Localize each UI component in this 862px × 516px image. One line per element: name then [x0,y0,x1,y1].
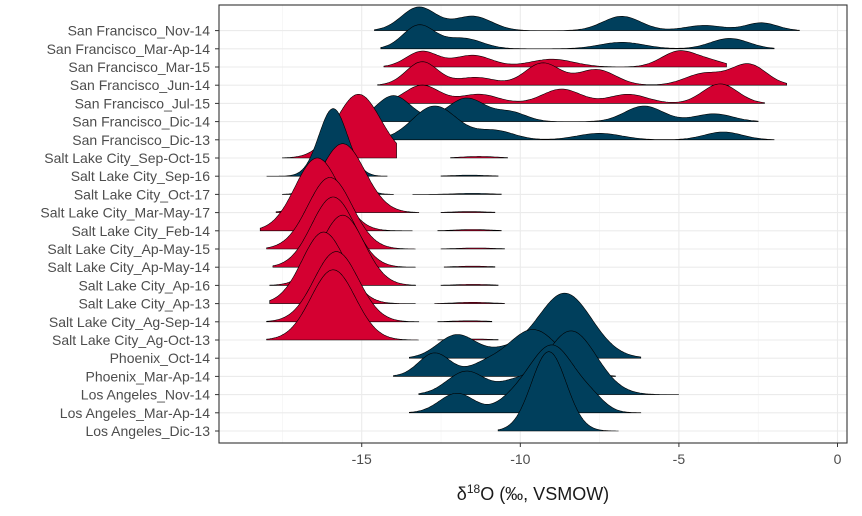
x-tick-label: 0 [834,451,842,467]
y-tick-label: San Francisco_Mar-15 [68,59,210,75]
y-tick-label: Salt Lake City_Sep-Oct-15 [44,150,210,166]
ridge-density [374,6,800,31]
panel-border [218,4,848,444]
y-tick-label: Salt Lake City_Ap-13 [78,296,210,312]
x-ticks: -15 -10 -5 0 [352,443,842,467]
ridge-tail [434,302,505,304]
ridge-tail [440,211,496,213]
y-tick-label: Salt Lake City_Ap-May-14 [47,259,210,275]
ridge-tail [440,284,499,286]
ridge-density [497,351,619,432]
y-tick-label: San Francisco_Nov-14 [68,23,211,39]
ridge-density [266,269,419,341]
y-tick-label: Salt Lake City_Ag-Oct-13 [52,332,210,348]
y-tick-label: San Francisco_Dic-13 [72,132,210,148]
y-tick-label: Phoenix_Mar-Ap-14 [85,368,210,384]
y-tick-label: Salt Lake City_Mar-May-17 [40,205,210,221]
y-tick-label: Los Angeles_Nov-14 [81,387,210,403]
ridge-tail [450,156,508,159]
x-tick-label: -15 [352,451,372,467]
y-tick-label: San Francisco_Dic-14 [72,114,210,130]
ridge-density [409,344,642,414]
x-tick-label: -10 [510,451,530,467]
ridge-density [383,105,775,141]
ridge-density [386,83,765,104]
y-tick-label: Salt Lake City_Ap-May-15 [47,241,210,257]
y-tick-label: Salt Lake City_Ag-Sep-14 [49,314,210,330]
y-tick-label: Los Angeles_Mar-Ap-14 [60,405,210,421]
y-tick-labels: San Francisco_Nov-14 San Francisco_Mar-Ap… [40,23,219,439]
x-axis-title: δ18O (‰, VSMOW) [457,482,609,504]
ridge-tail [440,174,499,177]
ridge-density [383,50,727,68]
ridge-tail [443,265,496,268]
ridge-tail [412,193,502,195]
y-tick-label: Salt Lake City_Oct-17 [74,186,210,202]
y-tick-label: Los Angeles_Dic-13 [85,423,210,439]
ridge-tail [440,247,505,250]
y-tick-label: Salt Lake City_Feb-14 [71,223,210,239]
y-tick-label: Salt Lake City_Sep-16 [71,168,211,184]
ridge-tail [437,320,493,323]
y-tick-label: Salt Lake City_Ap-16 [78,277,210,293]
ridge-tail [437,229,502,232]
y-tick-label: San Francisco_Jun-14 [70,77,210,93]
ridges [259,6,800,432]
x-tick-label: -5 [673,451,686,467]
y-tick-label: San Francisco_Mar-Ap-14 [47,41,211,57]
ridge-density [380,24,775,50]
y-tick-label: San Francisco_Jul-15 [75,95,211,111]
ridge-density [377,61,787,86]
y-tick-label: Phoenix_Oct-14 [110,350,211,366]
